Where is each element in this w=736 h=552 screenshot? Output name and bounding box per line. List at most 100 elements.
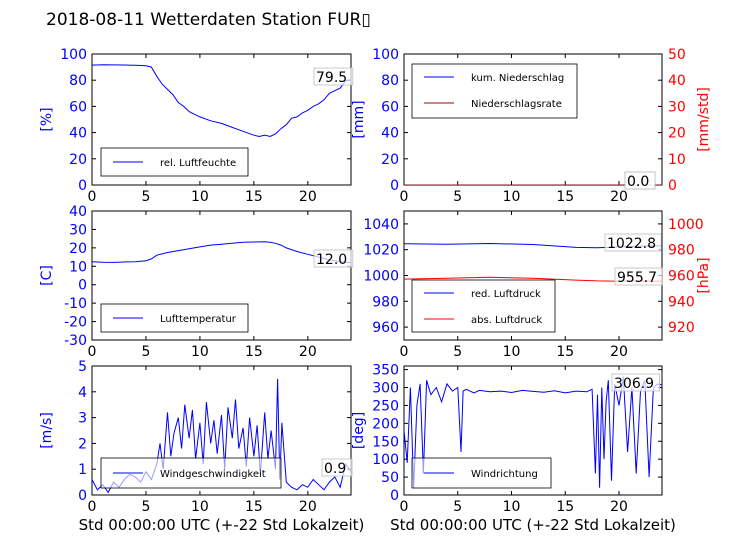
y-tick-label: 200 <box>372 416 399 432</box>
legend-entry: Windgeschwindigkeit <box>160 469 266 480</box>
y-tick-label: 1040 <box>363 217 399 233</box>
series-line-windrichtung <box>404 376 662 488</box>
annotation-text: 0.9 <box>324 461 346 477</box>
legend: kum. Niederschlag Niederschlagsrate <box>411 63 578 119</box>
legend-entry: Windrichtung <box>471 469 538 480</box>
value-annotation: 1022.8 <box>604 233 662 252</box>
annotation-box <box>313 67 354 86</box>
annotation-text: 306.9 <box>614 376 654 392</box>
x-tick-label: 15 <box>245 344 263 360</box>
x-tick-label: 5 <box>453 344 462 360</box>
x-tick-label: 20 <box>299 499 317 515</box>
y2-tick-label: 20 <box>668 126 686 142</box>
series-line-rel-luftfeuchte <box>92 64 351 138</box>
legend: Windgeschwindigkeit <box>100 457 282 489</box>
chart-panel-precipitation: 0 5 10 15 20 0 20 40 60 80 100 0 10 20 30 40 50 [mm] [mm/s… <box>351 47 712 205</box>
y-tick-label: 0 <box>390 488 399 504</box>
x-tick-label: 15 <box>556 344 574 360</box>
y-axis-label: [deg] <box>351 412 367 449</box>
y-tick-label: 60 <box>381 99 399 115</box>
x-tick-label: 20 <box>610 189 628 205</box>
x-tick-label: 10 <box>191 499 209 515</box>
annotation-box <box>611 373 660 392</box>
y2-tick-label: 30 <box>668 99 686 115</box>
x-tick-label: 0 <box>400 344 409 360</box>
y-tick-label: 250 <box>372 398 399 414</box>
y2-tick-label: 980 <box>668 243 695 259</box>
x-tick-label: 5 <box>453 499 462 515</box>
legend-entry: Lufttemperatur <box>160 314 237 325</box>
legend: red. Luftdruck abs. Luftdruck <box>411 279 556 333</box>
y-tick-label: 20 <box>381 152 399 168</box>
legend-entry: red. Luftdruck <box>471 289 541 300</box>
y-tick-label: 300 <box>372 381 399 397</box>
y2-tick-label: 1000 <box>668 217 704 233</box>
y-tick-label: 20 <box>69 241 87 257</box>
y2-tick-label: 940 <box>668 294 695 310</box>
y-axis-label: [mm] <box>351 100 367 138</box>
annotation-text: 955.7 <box>617 270 657 286</box>
x-tick-label: 0 <box>400 189 409 205</box>
annotation-box <box>614 267 663 286</box>
value-annotation: 306.9 <box>611 373 660 392</box>
y2-tick-label: 920 <box>668 320 695 336</box>
y-tick-label: 980 <box>372 294 399 310</box>
value-annotation: 0.9 <box>321 458 353 477</box>
figure-title: 2018-08-11 Wetterdaten Station FUR▯ <box>46 10 371 30</box>
y-tick-label: 60 <box>69 99 87 115</box>
legend-entry: Niederschlagsrate <box>471 99 562 110</box>
legend: Windrichtung <box>411 457 552 489</box>
y-tick-label: 150 <box>372 434 399 450</box>
x-tick-label: 10 <box>503 189 521 205</box>
y-tick-label: 4 <box>78 385 87 401</box>
x-tick-label: 20 <box>610 344 628 360</box>
x-axis-label: Std 00:00:00 UTC (+-22 Std Lokalzeit) <box>390 516 676 534</box>
legend-entry: abs. Luftdruck <box>471 315 542 326</box>
x-tick-label: 0 <box>88 344 97 360</box>
y-tick-label: 1 <box>78 462 87 478</box>
y2-tick-label: 10 <box>668 152 686 168</box>
y-tick-label: 80 <box>69 73 87 89</box>
value-annotation: 79.5 <box>313 67 354 86</box>
x-tick-label: 15 <box>245 189 263 205</box>
y-tick-label: -30 <box>64 333 87 349</box>
y-tick-label: 40 <box>381 126 399 142</box>
annotation-box <box>313 249 354 268</box>
x-tick-label: 5 <box>453 189 462 205</box>
y-tick-label: 100 <box>60 47 87 63</box>
value-annotation: 955.7 <box>614 267 663 286</box>
x-tick-label: 0 <box>88 189 97 205</box>
y-tick-label: 0 <box>390 178 399 194</box>
legend: rel. Luftfeuchte <box>100 147 249 177</box>
chart-panel-temperature: 0 5 10 15 20 -30 -20 -10 0 10 20 30 40 [C] Lufttempera… <box>39 204 354 360</box>
y-tick-label: 40 <box>69 204 87 220</box>
y-axis-label: [m/s] <box>39 412 55 449</box>
annotation-text: 79.5 <box>316 70 347 86</box>
y-tick-label: 0 <box>78 278 87 294</box>
y2-axis-label: [mm/std] <box>696 87 712 152</box>
series-line-lufttemperatur <box>92 241 351 264</box>
legend-box <box>411 279 556 333</box>
y-tick-label: -20 <box>64 315 87 331</box>
x-tick-label: 5 <box>141 499 150 515</box>
x-tick-label: 15 <box>556 189 574 205</box>
x-tick-label: 15 <box>556 499 574 515</box>
x-tick-label: 10 <box>503 344 521 360</box>
y-tick-label: 960 <box>372 320 399 336</box>
y-tick-label: 50 <box>381 470 399 486</box>
x-tick-label: 5 <box>141 189 150 205</box>
y2-tick-label: 50 <box>668 47 686 63</box>
x-tick-label: 15 <box>245 499 263 515</box>
chart-panel-humidity: 0 5 10 15 20 0 20 40 60 80 100 [%] rel. Luftfeuchte 7… <box>39 47 354 205</box>
x-tick-label: 20 <box>299 189 317 205</box>
legend-box <box>411 63 578 119</box>
x-tick-label: 10 <box>191 344 209 360</box>
y-axis-label: [C] <box>39 265 55 286</box>
x-tick-label: 0 <box>88 499 97 515</box>
value-annotation: 12.0 <box>313 249 354 268</box>
legend: Lufttemperatur <box>100 303 249 333</box>
y-tick-label: 1000 <box>363 269 399 285</box>
y-tick-label: -10 <box>64 296 87 312</box>
y-tick-label: 5 <box>78 359 87 375</box>
